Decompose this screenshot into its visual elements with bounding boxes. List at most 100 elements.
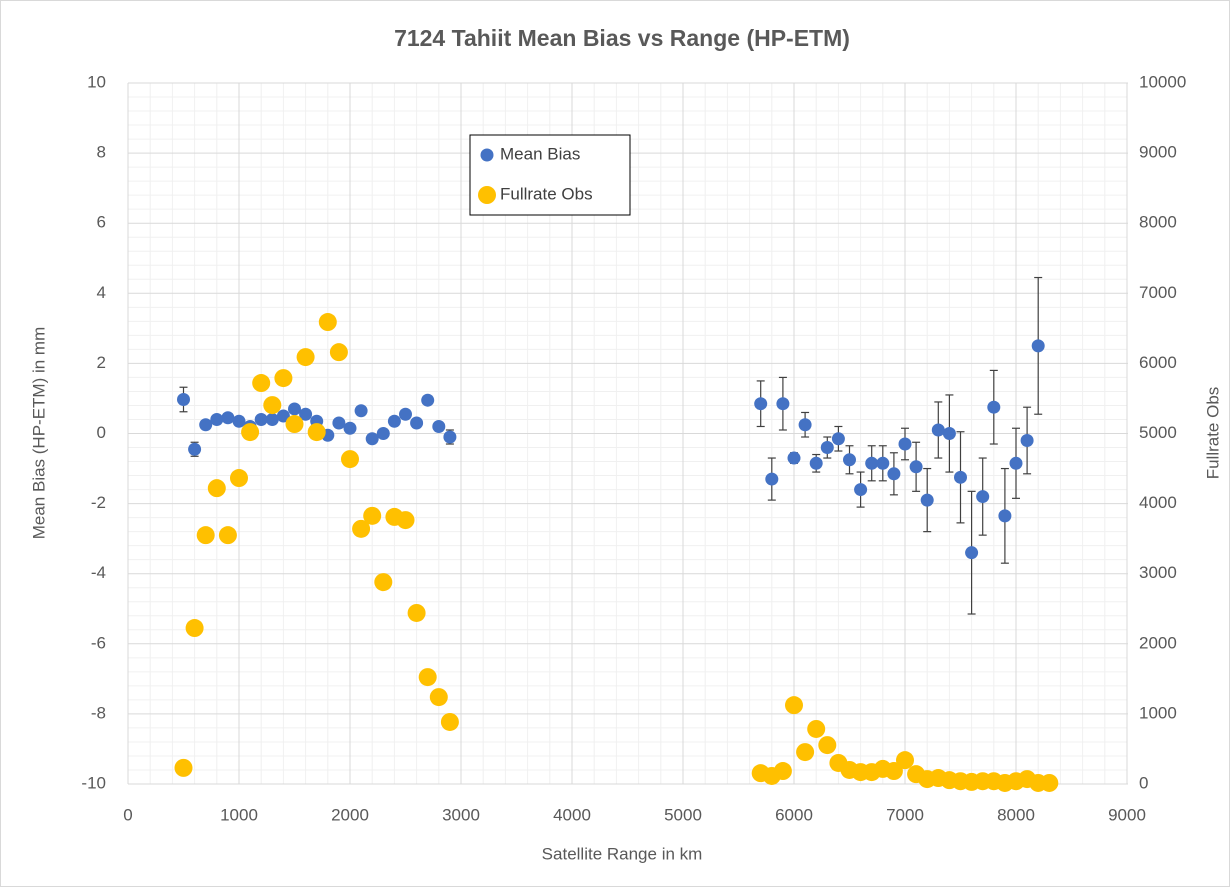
y-tick-label: 10: [87, 72, 106, 91]
point: [332, 416, 346, 430]
legend-box: [469, 134, 631, 216]
point: [954, 470, 967, 484]
point: [421, 393, 435, 407]
point: [965, 546, 979, 560]
point: [896, 751, 914, 770]
x-tick-label: 7000: [886, 805, 924, 824]
point: [887, 467, 901, 481]
y-tick-label: -10: [81, 773, 106, 792]
point: [285, 415, 304, 434]
legend: Mean Bias Fullrate Obs: [469, 134, 631, 216]
y-tick-label: 4: [97, 283, 106, 302]
point: [230, 469, 248, 488]
x-tick-label: 1000: [220, 805, 258, 824]
point: [329, 343, 348, 362]
point: [807, 719, 826, 738]
chart-title: 7124 Tahiit Mean Bias vs Range (HP-ETM): [394, 25, 850, 51]
point: [820, 441, 834, 455]
point: [399, 407, 412, 421]
point: [942, 427, 956, 440]
point: [185, 619, 204, 638]
x-tick-label: 2000: [331, 805, 369, 824]
point: [1040, 773, 1059, 792]
point: [1020, 434, 1034, 448]
point: [443, 430, 457, 444]
y-tick-label: -8: [91, 703, 106, 722]
series: [174, 313, 1059, 792]
point: [785, 696, 803, 715]
point: [773, 762, 792, 781]
point: [418, 668, 437, 687]
point: [818, 736, 837, 755]
point: [232, 414, 246, 428]
point: [276, 409, 290, 423]
legend-label: Mean Bias: [500, 144, 580, 163]
x-tick-label: 9000: [1108, 805, 1146, 824]
point: [318, 313, 337, 332]
x-tick-label: 3000: [442, 805, 480, 824]
y2-tick-label: 9000: [1139, 143, 1177, 162]
point: [374, 573, 393, 592]
point: [843, 453, 856, 467]
y2-tick-label: 1000: [1139, 703, 1177, 722]
y2-axis-title: Fullrate Obs: [1203, 387, 1222, 480]
legend-marker: [480, 148, 494, 162]
x-axis-title: Satellite Range in km: [542, 844, 703, 863]
point: [909, 460, 923, 474]
point: [931, 423, 945, 437]
y-tick-label: 2: [97, 353, 106, 372]
y2-tick-label: 7000: [1139, 283, 1177, 302]
point: [263, 396, 282, 415]
point: [341, 450, 359, 469]
point: [254, 412, 268, 426]
point: [884, 762, 903, 781]
point: [865, 456, 879, 470]
y-tick-label: -4: [91, 563, 106, 582]
point: [265, 412, 279, 426]
point: [365, 432, 379, 446]
point: [274, 369, 293, 388]
y-tick-label: -2: [91, 493, 106, 512]
x-tick-label: 6000: [775, 805, 813, 824]
y-axis-title: Mean Bias (HP-ETM) in mm: [29, 327, 48, 540]
point: [396, 511, 415, 530]
point: [754, 397, 768, 411]
x-tick-label: 8000: [997, 805, 1035, 824]
point: [796, 743, 815, 762]
point: [307, 423, 326, 442]
point: [296, 348, 315, 367]
x-tick-label: 0: [123, 805, 132, 824]
legend-label: Fullrate Obs: [500, 184, 593, 203]
point: [432, 419, 446, 433]
y-tick-label: -6: [91, 633, 106, 652]
point: [831, 432, 845, 446]
point: [299, 407, 313, 421]
point: [221, 411, 235, 425]
y2-tick-label: 6000: [1139, 353, 1177, 372]
point: [876, 456, 890, 470]
y2-tick-label: 10000: [1139, 72, 1186, 91]
y-tick-label: 6: [97, 213, 106, 232]
point: [363, 506, 382, 525]
point: [188, 442, 202, 456]
point: [798, 418, 812, 432]
point: [787, 451, 801, 465]
point: [288, 402, 301, 416]
point: [898, 437, 912, 451]
point: [196, 526, 215, 545]
point: [343, 421, 357, 435]
point: [429, 688, 448, 707]
legend-marker: [478, 186, 496, 204]
point: [976, 490, 990, 504]
point: [210, 412, 224, 426]
y2-tick-label: 4000: [1139, 493, 1177, 512]
point: [998, 509, 1012, 523]
y-tick-label: 0: [97, 423, 106, 442]
y2-tick-label: 0: [1139, 773, 1148, 792]
point: [440, 712, 459, 731]
y-tick-label: 8: [97, 143, 106, 162]
point: [987, 400, 1001, 414]
y2-tick-label: 2000: [1139, 633, 1177, 652]
